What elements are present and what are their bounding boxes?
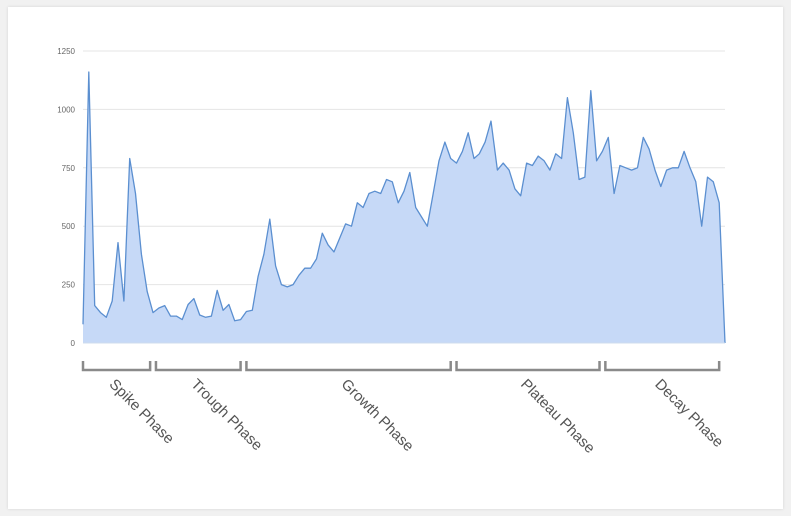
phase-label: Decay Phase bbox=[651, 376, 726, 451]
y-tick-label: 0 bbox=[71, 339, 76, 348]
y-tick-label: 250 bbox=[62, 281, 76, 290]
phase-label: Spike Phase bbox=[106, 376, 178, 448]
phase-label: Trough Phase bbox=[187, 376, 265, 454]
phase-bracket bbox=[81, 361, 152, 372]
area-fill bbox=[83, 72, 725, 343]
phase-bracket bbox=[604, 361, 721, 372]
area-series bbox=[82, 71, 726, 344]
series-line bbox=[82, 71, 726, 344]
phase-bracket bbox=[455, 361, 601, 372]
y-tick-label: 500 bbox=[62, 222, 76, 231]
y-axis-ticks: 0 250 500 750 1000 1250 bbox=[57, 47, 75, 348]
phase-bracket bbox=[245, 361, 452, 372]
y-tick-label: 1000 bbox=[57, 105, 75, 114]
y-tick-label: 750 bbox=[62, 164, 76, 173]
phase-label: Growth Phase bbox=[338, 376, 417, 455]
phase-label: Plateau Phase bbox=[517, 376, 598, 457]
y-tick-label: 1250 bbox=[57, 47, 75, 56]
phase-bracket bbox=[154, 361, 242, 372]
phase-brackets: Spike Phase Trough Phase Growth Phase Plate… bbox=[81, 361, 727, 457]
